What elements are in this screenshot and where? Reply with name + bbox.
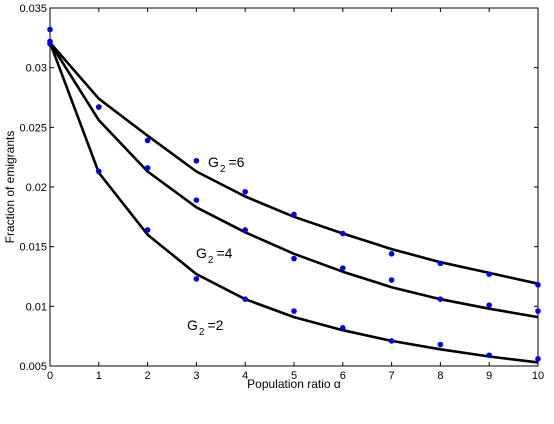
data-point (486, 302, 493, 308)
x-tick-label: 8 (437, 370, 443, 382)
annotation-g2-6-tail: =6 (228, 154, 244, 170)
data-points (47, 26, 541, 362)
y-tick-label: 0.03 (26, 63, 47, 75)
data-point (47, 26, 53, 33)
annotation-g2-2-main: G (187, 317, 198, 333)
annotation-g2-2-tail: =2 (207, 317, 223, 333)
data-point (291, 211, 297, 218)
data-point (437, 296, 444, 302)
data-point (340, 230, 346, 237)
data-point (437, 341, 444, 348)
annotation-g2-4-main: G (196, 245, 207, 261)
data-point (193, 276, 200, 282)
x-tick-label: 2 (145, 370, 151, 382)
y-tick-label: 0.01 (26, 301, 47, 313)
annotation-g2-4: G2 =4 (196, 245, 233, 266)
data-point (535, 282, 541, 288)
data-point (340, 265, 346, 271)
data-point (96, 104, 102, 110)
data-point (437, 260, 444, 267)
data-point (535, 356, 541, 362)
axis-ticks: 0 1 2 3 4 5 6 7 8 9 10 0.005 0.01 0.015 0.02 0.025 0.03 0… (19, 3, 544, 382)
data-point (96, 168, 102, 175)
annotation-g2-6: G2 =6 (208, 154, 245, 175)
y-tick-label: 0.02 (26, 182, 47, 194)
data-point (242, 227, 248, 233)
data-point (144, 137, 151, 144)
x-tick-label: 1 (96, 370, 102, 382)
x-tick-label: 10 (532, 370, 544, 382)
data-point (388, 277, 395, 283)
data-point (535, 308, 541, 314)
data-point (193, 157, 200, 164)
data-point (144, 227, 151, 233)
data-point (486, 271, 493, 277)
x-tick-label: 6 (340, 370, 346, 382)
data-point (144, 165, 151, 171)
data-point (486, 352, 493, 359)
annotation-g2-4-tail: =4 (216, 245, 232, 261)
x-tick-label: 9 (486, 370, 492, 382)
y-tick-label: 0.005 (19, 361, 47, 373)
x-axis-label: Population ratio α (247, 377, 341, 391)
plot-area (49, 7, 539, 367)
annotation-g2-6-sub: 2 (220, 164, 226, 175)
annotation-g2-4-sub: 2 (208, 255, 214, 266)
y-tick-label: 0.025 (19, 122, 47, 134)
x-tick-label: 7 (389, 370, 395, 382)
data-point (388, 251, 395, 257)
y-tick-label: 0.015 (19, 242, 47, 254)
series-line-2 (48, 42, 539, 364)
x-tick-label: 4 (242, 370, 248, 382)
data-point (388, 338, 395, 344)
y-axis-label: Fraction of emigrants (3, 131, 17, 244)
data-point (340, 325, 346, 331)
data-point (291, 255, 297, 262)
x-tick-label: 3 (193, 370, 199, 382)
series-line-1 (48, 41, 539, 319)
data-point (193, 197, 200, 203)
data-point (291, 308, 297, 314)
data-point (242, 296, 248, 302)
annotation-g2-2-sub: 2 (199, 327, 205, 338)
y-tick-label: 0.035 (19, 3, 47, 15)
annotation-g2-2: G2 =2 (187, 317, 224, 338)
data-point (47, 41, 53, 47)
annotation-g2-6-main: G (208, 154, 219, 170)
data-point (242, 188, 248, 195)
x-tick-label: 0 (47, 370, 53, 382)
x-tick-label: 5 (291, 370, 297, 382)
